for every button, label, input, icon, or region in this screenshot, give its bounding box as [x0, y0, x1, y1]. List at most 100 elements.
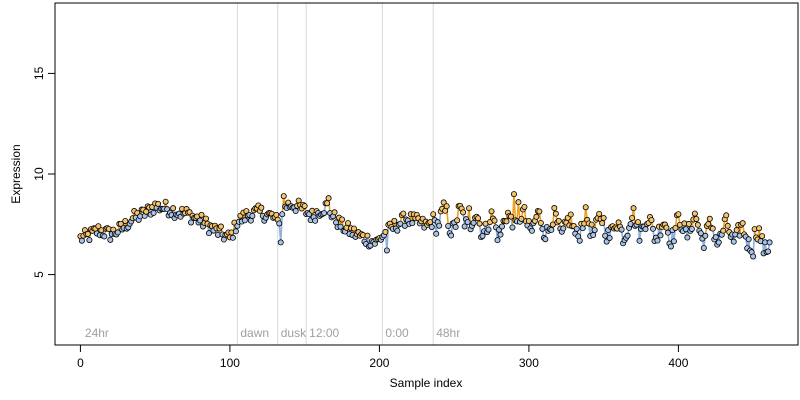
y-axis: 5 10 15 — [32, 66, 56, 278]
data-point-308 — [537, 219, 544, 226]
x-tick-label-2: 200 — [369, 356, 389, 370]
data-point-409 — [688, 225, 695, 232]
data-point-383 — [649, 225, 656, 232]
data-point-179 — [345, 220, 352, 227]
data-point-362 — [618, 226, 625, 233]
data-point-305 — [533, 213, 540, 220]
data-point-20 — [107, 236, 114, 243]
data-point-204 — [382, 228, 389, 235]
data-point-450 — [750, 253, 757, 260]
x-tick-label-4: 400 — [668, 356, 688, 370]
data-point-318 — [552, 210, 559, 217]
data-point-277 — [491, 217, 498, 224]
data-point-433 — [724, 222, 731, 229]
data-point-275 — [488, 208, 495, 215]
y-tick-label-1: 10 — [32, 167, 46, 181]
x-tick-label-3: 300 — [519, 356, 539, 370]
data-point-49 — [150, 209, 157, 216]
data-point-460 — [765, 248, 772, 255]
data-point-52 — [155, 200, 162, 207]
data-point-94 — [217, 223, 224, 230]
data-point-366 — [624, 232, 631, 239]
data-point-134 — [277, 239, 284, 246]
data-point-395 — [667, 243, 674, 250]
time-annotations: 24hr dawn dusk 12:00 0:00 48hr — [85, 326, 460, 340]
data-point-439 — [733, 227, 740, 234]
data-point-386 — [654, 237, 661, 244]
data-point-80 — [197, 217, 204, 224]
data-point-174 — [337, 223, 344, 230]
data-point-427 — [715, 239, 722, 246]
data-point-392 — [663, 224, 670, 231]
data-point-302 — [528, 227, 535, 234]
data-point-406 — [684, 234, 691, 241]
segment-290 — [513, 194, 517, 221]
data-point-332 — [573, 225, 580, 232]
data-point-210 — [391, 217, 398, 224]
data-point-323 — [560, 225, 567, 232]
data-point-454 — [756, 225, 763, 232]
data-point-334 — [576, 237, 583, 244]
data-point-163 — [321, 210, 328, 217]
annotation-4: 0:00 — [385, 326, 409, 340]
data-point-131 — [273, 211, 280, 218]
data-point-443 — [739, 220, 746, 227]
data-point-136 — [280, 193, 287, 200]
data-point-165 — [324, 200, 331, 207]
data-point-243 — [440, 199, 447, 206]
annotation-2: dusk — [281, 326, 307, 340]
annotation-1: dawn — [240, 326, 269, 340]
data-point-413 — [694, 221, 701, 228]
data-point-343 — [590, 232, 597, 239]
data-point-263 — [470, 219, 477, 226]
data-point-400 — [675, 211, 682, 218]
data-point-235 — [428, 224, 435, 231]
data-point-84 — [202, 215, 209, 222]
data-point-104 — [232, 228, 239, 235]
data-point-44 — [143, 208, 150, 215]
data-point-281 — [497, 231, 504, 238]
data-point-461 — [766, 239, 773, 246]
data-point-115 — [249, 212, 256, 219]
data-point-236 — [430, 211, 437, 218]
data-point-157 — [312, 217, 319, 224]
data-point-317 — [551, 205, 558, 212]
data-point-447 — [745, 236, 752, 243]
data-point-437 — [730, 238, 737, 245]
data-point-260 — [466, 205, 473, 212]
data-point-248 — [448, 232, 455, 239]
data-point-150 — [301, 202, 308, 209]
data-point-421 — [706, 215, 713, 222]
data-point-135 — [279, 211, 286, 218]
data-point-350 — [600, 215, 607, 222]
data-point-170 — [331, 209, 338, 216]
data-point-411 — [691, 210, 698, 217]
data-point-1 — [78, 237, 85, 244]
data-point-57 — [162, 198, 169, 205]
data-point-6 — [86, 237, 93, 244]
x-axis: 0 100 200 300 400 — [77, 344, 689, 370]
data-point-110 — [241, 217, 248, 224]
data-point-354 — [606, 235, 613, 242]
data-point-415 — [697, 230, 704, 237]
data-point-407 — [685, 220, 692, 227]
data-point-216 — [400, 210, 407, 217]
data-point-307 — [536, 208, 543, 215]
annotation-0: 24hr — [85, 326, 109, 340]
data-point-212 — [394, 227, 401, 234]
data-point-347 — [596, 210, 603, 217]
data-point-412 — [693, 215, 700, 222]
data-point-267 — [476, 220, 483, 227]
data-point-175 — [339, 216, 346, 223]
y-tick-label-2: 15 — [32, 66, 46, 80]
data-point-252 — [454, 217, 461, 224]
data-point-378 — [642, 226, 649, 233]
data-point-256 — [460, 209, 467, 216]
data-point-417 — [700, 244, 707, 251]
data-point-74 — [188, 219, 195, 226]
data-point-245 — [443, 203, 450, 210]
data-point-16 — [101, 233, 108, 240]
data-point-369 — [629, 214, 636, 221]
data-point-12 — [95, 223, 102, 230]
